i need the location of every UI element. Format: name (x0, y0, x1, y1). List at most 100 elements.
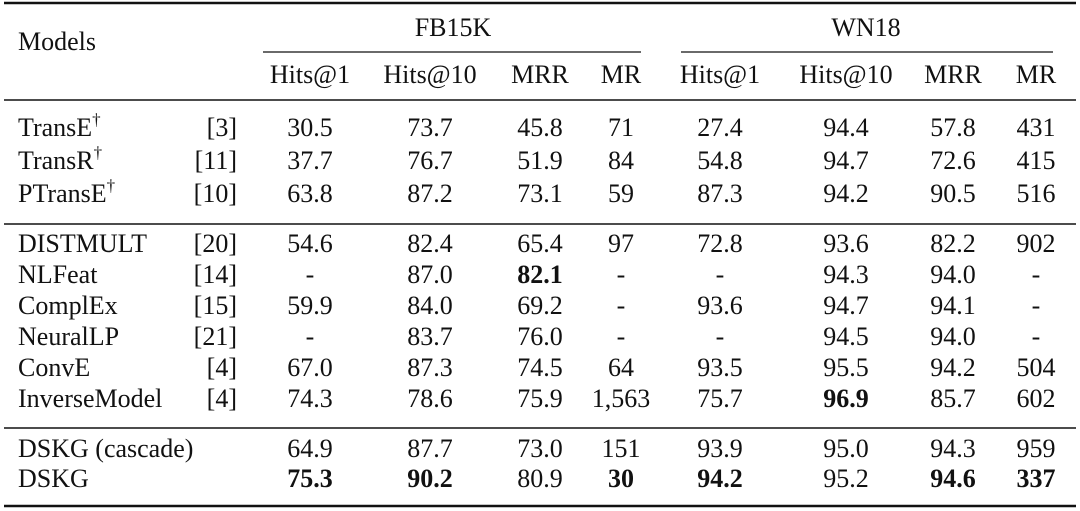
model-name: NLFeat (18, 260, 98, 289)
model-name: TransR† (18, 143, 102, 175)
cell: 75.7 (697, 384, 743, 413)
column-header: Hits@10 (799, 60, 892, 89)
cell: 30 (608, 464, 634, 493)
cell: 84 (608, 146, 634, 175)
cell: 151 (602, 434, 641, 463)
model-mark: † (92, 110, 101, 129)
cell: 959 (1017, 434, 1056, 463)
model-name: NeuralLP (18, 322, 119, 351)
cell: 431 (1017, 113, 1056, 142)
citation: [15] (194, 291, 237, 320)
cell: 94.0 (930, 260, 976, 289)
cell: 93.6 (823, 229, 869, 258)
citation: [21] (194, 322, 237, 351)
cell: 94.3 (930, 434, 976, 463)
cell: 71 (608, 113, 634, 142)
cell: 54.8 (697, 146, 743, 175)
cell: - (1032, 322, 1041, 351)
group-header: FB15K (415, 13, 492, 42)
cell: 95.2 (823, 464, 869, 493)
cell: 93.5 (697, 353, 743, 382)
cell: 84.0 (407, 291, 453, 320)
cell: 73.1 (517, 179, 563, 208)
cell: 69.2 (517, 291, 563, 320)
model-label: NeuralLP (18, 322, 119, 351)
cell: 94.7 (823, 291, 869, 320)
cell: - (716, 260, 725, 289)
cell: 90.5 (930, 179, 976, 208)
cell: 83.7 (407, 322, 453, 351)
model-label: ConvE (18, 353, 90, 382)
cell: 74.5 (517, 353, 563, 382)
cell: 59 (608, 179, 634, 208)
cell: 73.7 (407, 113, 453, 142)
model-name: ConvE (18, 353, 90, 382)
cell: 96.9 (823, 384, 869, 413)
cell: - (716, 322, 725, 351)
cell: 95.0 (823, 434, 869, 463)
cell: 76.7 (407, 146, 453, 175)
model-label: TransE (18, 113, 92, 142)
cell: 63.8 (287, 179, 333, 208)
cell: 57.8 (930, 113, 976, 142)
model-mark: † (94, 143, 103, 162)
cell: 94.4 (823, 113, 869, 142)
model-mark: † (107, 176, 116, 195)
cell: 82.4 (407, 229, 453, 258)
models-header: Models (18, 27, 96, 56)
cell: 504 (1017, 353, 1056, 382)
model-label: InverseModel (18, 384, 162, 413)
citation: [11] (195, 146, 237, 175)
model-name: DISTMULT (18, 229, 147, 258)
cell: 75.3 (287, 464, 333, 493)
cell: - (306, 322, 315, 351)
model-name: ComplEx (18, 291, 118, 320)
model-label: ComplEx (18, 291, 118, 320)
cell: 78.6 (407, 384, 453, 413)
cell: 94.2 (823, 179, 869, 208)
cell: 90.2 (407, 464, 453, 493)
cell: 74.3 (287, 384, 333, 413)
model-name: TransE† (18, 110, 101, 142)
cell: 87.3 (407, 353, 453, 382)
cell: 80.9 (517, 464, 563, 493)
cell: 67.0 (287, 353, 333, 382)
cell: 94.1 (930, 291, 976, 320)
model-name: PTransE† (18, 176, 115, 208)
cell: 37.7 (287, 146, 333, 175)
cell: 51.9 (517, 146, 563, 175)
cell: 27.4 (697, 113, 743, 142)
column-header: MR (601, 60, 642, 89)
cell: 87.7 (407, 434, 453, 463)
model-label: NLFeat (18, 260, 98, 289)
cell: 97 (608, 229, 634, 258)
cell: 1,563 (592, 384, 651, 413)
cell: 87.3 (697, 179, 743, 208)
cell: - (1032, 260, 1041, 289)
cell: 82.2 (930, 229, 976, 258)
model-label: PTransE (18, 179, 107, 208)
cell: 76.0 (517, 322, 563, 351)
cell: 93.9 (697, 434, 743, 463)
cell: 72.8 (697, 229, 743, 258)
cell: 87.0 (407, 260, 453, 289)
column-header: MRR (511, 60, 569, 89)
group-header: WN18 (831, 13, 900, 42)
cell: 73.0 (517, 434, 563, 463)
cell: 94.6 (930, 464, 976, 493)
cell: - (617, 260, 626, 289)
column-header: Hits@1 (270, 60, 350, 89)
cell: 72.6 (930, 146, 976, 175)
citation: [3] (207, 113, 237, 142)
column-header: Hits@10 (383, 60, 476, 89)
cell: 85.7 (930, 384, 976, 413)
cell: 82.1 (517, 260, 563, 289)
citation: [20] (194, 229, 237, 258)
cell: 95.5 (823, 353, 869, 382)
model-label: DSKG (18, 464, 89, 493)
cell: 602 (1017, 384, 1056, 413)
cell: 337 (1017, 464, 1056, 493)
cell: 94.7 (823, 146, 869, 175)
cell: - (1032, 291, 1041, 320)
